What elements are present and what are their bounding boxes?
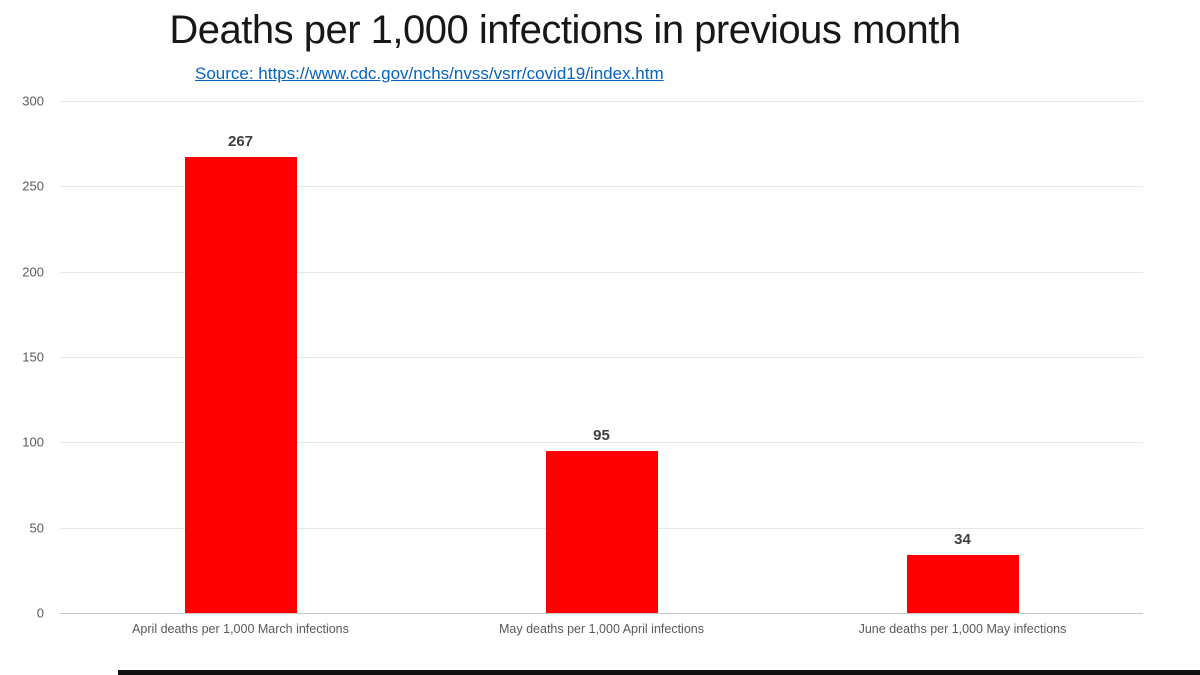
y-tick-label: 50: [29, 520, 44, 536]
y-tick-label: 300: [22, 93, 44, 109]
y-tick-label: 250: [22, 178, 44, 194]
x-axis-labels: April deaths per 1,000 March infections M…: [60, 622, 1143, 636]
y-tick-label: 0: [36, 605, 44, 621]
bottom-edge-bar: [118, 670, 1200, 675]
bar: [906, 554, 1019, 613]
y-tick-label: 200: [22, 264, 44, 280]
x-category-label: May deaths per 1,000 April infections: [499, 622, 704, 636]
x-axis-line: [60, 613, 1143, 614]
y-axis: 0 50 100 150 200 250 300: [0, 94, 48, 621]
gridline: [60, 186, 1143, 188]
gridline: [60, 101, 1143, 102]
bar-value-label: 34: [954, 530, 971, 548]
gridline: [60, 442, 1143, 444]
x-category-label: April deaths per 1,000 March infections: [132, 622, 349, 636]
bar-group: 34: [782, 101, 1143, 613]
gridline: [60, 271, 1143, 273]
bar-value-label: 267: [227, 133, 254, 151]
bar: [545, 450, 658, 613]
bar-series: 267 95 34: [60, 101, 1143, 613]
x-category-label: June deaths per 1,000 May infections: [858, 622, 1067, 636]
y-tick-label: 100: [22, 434, 44, 450]
bar: [184, 157, 297, 613]
source-link[interactable]: Source: https://www.cdc.gov/nchs/nvss/vs…: [195, 64, 664, 83]
bar-group: 267: [60, 101, 421, 613]
bar-value-label: 95: [593, 426, 610, 444]
bar-group: 95: [421, 101, 782, 613]
plot-area: 267 95 34: [60, 101, 1143, 614]
chart-title: Deaths per 1,000 infections in previous …: [169, 8, 961, 52]
gridline: [60, 357, 1143, 358]
y-tick-label: 150: [22, 349, 44, 365]
